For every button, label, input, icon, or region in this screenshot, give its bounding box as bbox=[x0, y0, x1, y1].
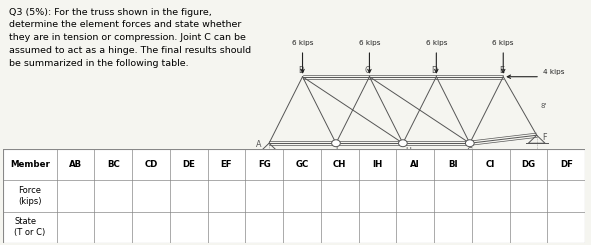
Text: EF: EF bbox=[220, 160, 232, 170]
Text: CH: CH bbox=[333, 160, 346, 170]
Text: F: F bbox=[542, 133, 546, 142]
Circle shape bbox=[466, 140, 474, 147]
Text: 8': 8' bbox=[540, 103, 547, 109]
Text: 4 kips: 4 kips bbox=[543, 69, 565, 75]
Text: Q3 (5%): For the truss shown in the figure,
determine the element forces and sta: Q3 (5%): For the truss shown in the figu… bbox=[8, 8, 251, 68]
Text: 6 kips: 6 kips bbox=[359, 40, 380, 46]
Text: 4 @ 8' = 32': 4 @ 8' = 32' bbox=[381, 184, 426, 191]
Text: AI: AI bbox=[410, 160, 420, 170]
Text: CD: CD bbox=[144, 160, 158, 170]
Text: DF: DF bbox=[560, 160, 573, 170]
Text: D: D bbox=[431, 66, 438, 75]
Text: 6 kips: 6 kips bbox=[292, 40, 313, 46]
Text: E: E bbox=[499, 66, 504, 75]
Text: Member: Member bbox=[10, 160, 50, 170]
Circle shape bbox=[398, 140, 407, 147]
Text: BI: BI bbox=[448, 160, 458, 170]
Text: 6 kips: 6 kips bbox=[426, 40, 447, 46]
Text: IH: IH bbox=[372, 160, 382, 170]
Text: State
(T or C): State (T or C) bbox=[14, 217, 46, 237]
Text: H: H bbox=[405, 147, 411, 156]
Text: Force
(kips): Force (kips) bbox=[18, 186, 41, 206]
Text: G: G bbox=[467, 147, 473, 156]
Text: GC: GC bbox=[296, 160, 309, 170]
Text: A: A bbox=[256, 140, 262, 149]
Circle shape bbox=[332, 140, 340, 147]
Text: 6 kips: 6 kips bbox=[492, 40, 514, 46]
Text: B: B bbox=[298, 66, 304, 75]
Text: C: C bbox=[365, 66, 371, 75]
Text: FG: FG bbox=[258, 160, 271, 170]
Text: DE: DE bbox=[182, 160, 195, 170]
Text: BC: BC bbox=[107, 160, 119, 170]
Text: AB: AB bbox=[69, 160, 82, 170]
Text: CI: CI bbox=[486, 160, 495, 170]
Text: I: I bbox=[335, 147, 337, 156]
Text: DG: DG bbox=[521, 160, 535, 170]
